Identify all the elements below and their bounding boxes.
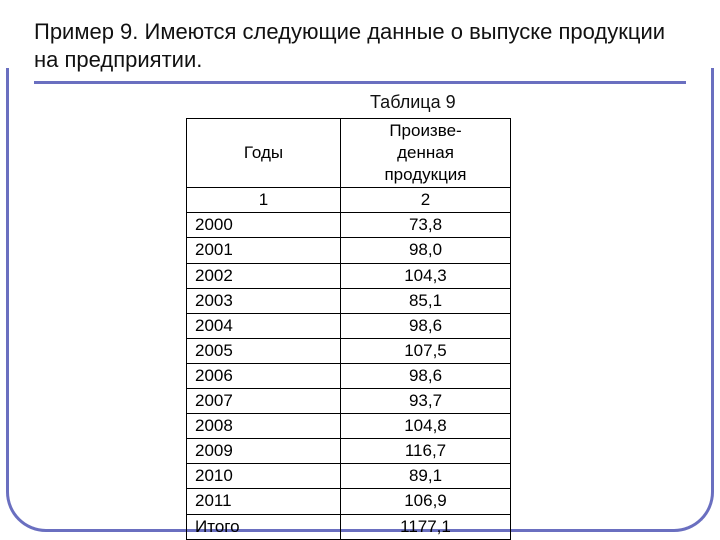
cell-year: 2002 <box>187 263 341 288</box>
table-body: 200073,8 200198,0 2002104,3 200385,1 200… <box>187 213 511 539</box>
cell-year: 2009 <box>187 439 341 464</box>
cell-value: 104,8 <box>341 414 511 439</box>
cell-value: 106,9 <box>341 489 511 514</box>
th-production: Произве-деннаяпродукция <box>341 119 511 188</box>
table-row: 200385,1 <box>187 288 511 313</box>
th-years: Годы <box>187 119 341 188</box>
table-row: 2005107,5 <box>187 338 511 363</box>
cell-year: 2005 <box>187 338 341 363</box>
cell-value: 98,0 <box>341 238 511 263</box>
table-caption: Таблица 9 <box>370 92 456 113</box>
table-row: 200498,6 <box>187 313 511 338</box>
cell-value: 98,6 <box>341 313 511 338</box>
slide: Пример 9. Имеются следующие данные о вып… <box>0 0 720 540</box>
table-row: 200073,8 <box>187 213 511 238</box>
title-underline <box>34 81 686 84</box>
slide-title: Пример 9. Имеются следующие данные о вып… <box>34 18 686 73</box>
table-row: 200698,6 <box>187 363 511 388</box>
idx-col-2: 2 <box>341 188 511 213</box>
table-row: 200793,7 <box>187 389 511 414</box>
cell-year: 2011 <box>187 489 341 514</box>
cell-year: 2006 <box>187 363 341 388</box>
cell-value: 89,1 <box>341 464 511 489</box>
cell-year: 2000 <box>187 213 341 238</box>
cell-year: 2001 <box>187 238 341 263</box>
table-row: 201089,1 <box>187 464 511 489</box>
cell-value: 85,1 <box>341 288 511 313</box>
table-index-row: 1 2 <box>187 188 511 213</box>
cell-total-value: 1177,1 <box>341 514 511 539</box>
cell-year: 2003 <box>187 288 341 313</box>
cell-value: 73,8 <box>341 213 511 238</box>
table-row: 2009116,7 <box>187 439 511 464</box>
cell-year: 2008 <box>187 414 341 439</box>
cell-year: 2007 <box>187 389 341 414</box>
table-row: 2011106,9 <box>187 489 511 514</box>
title-block: Пример 9. Имеются следующие данные о вып… <box>24 14 696 84</box>
cell-total-label: Итого <box>187 514 341 539</box>
cell-value: 107,5 <box>341 338 511 363</box>
cell-value: 98,6 <box>341 363 511 388</box>
cell-value: 116,7 <box>341 439 511 464</box>
table-row-total: Итого1177,1 <box>187 514 511 539</box>
production-table: Годы Произве-деннаяпродукция 1 2 200073,… <box>186 118 511 540</box>
cell-value: 93,7 <box>341 389 511 414</box>
cell-value: 104,3 <box>341 263 511 288</box>
table-row: 200198,0 <box>187 238 511 263</box>
cell-year: 2010 <box>187 464 341 489</box>
table-row: 2008104,8 <box>187 414 511 439</box>
table-row: 2002104,3 <box>187 263 511 288</box>
idx-col-1: 1 <box>187 188 341 213</box>
cell-year: 2004 <box>187 313 341 338</box>
table-header-row: Годы Произве-деннаяпродукция <box>187 119 511 188</box>
